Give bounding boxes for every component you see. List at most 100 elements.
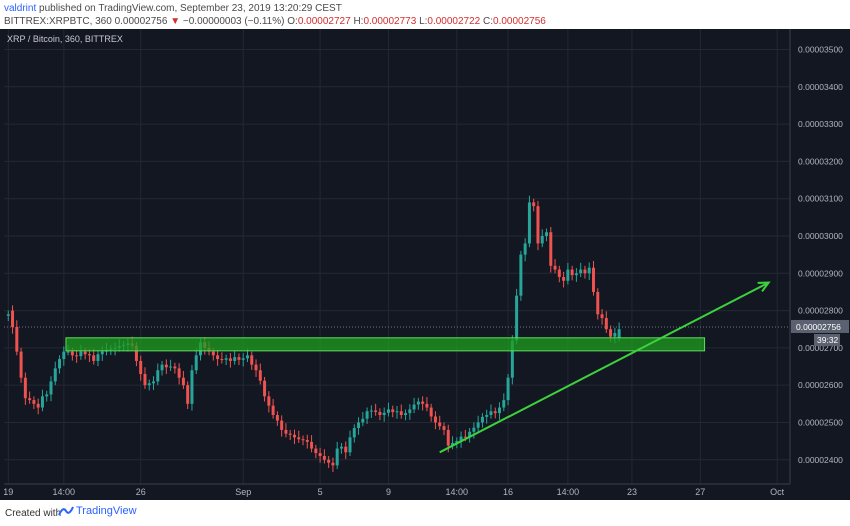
candle-body: [96, 354, 100, 361]
candle-body: [361, 418, 365, 423]
low-value: 0.00002722: [427, 16, 481, 27]
candle-body: [152, 381, 156, 384]
candle-body: [515, 295, 519, 341]
candle-body: [476, 422, 480, 428]
candle-body: [433, 416, 437, 423]
candle-body: [416, 401, 420, 405]
trendline-arrowhead: [757, 281, 771, 293]
candle-body: [254, 364, 258, 371]
candle-body: [177, 368, 181, 378]
candle-body: [79, 351, 83, 357]
candle-body: [357, 422, 361, 429]
countdown-tag: [814, 333, 840, 346]
candle-body: [442, 426, 446, 430]
resistance-zone: [65, 337, 706, 352]
candle-body: [344, 446, 348, 453]
low-label: L:: [419, 16, 428, 27]
candle-body: [536, 206, 540, 244]
price-tick-label: 0.00003500: [798, 45, 843, 55]
candle-body: [216, 355, 220, 360]
candle-body: [245, 355, 249, 359]
chart-panel[interactable]: XRP / Bitcoin, 360, BITTREX 0.00003500 0.…: [0, 29, 850, 500]
candle-body: [318, 453, 322, 457]
candle-body: [327, 459, 331, 463]
candle-body: [280, 420, 284, 430]
candle-body: [463, 436, 467, 438]
candlestick-chart[interactable]: 0.00003500 0.00003400 0.00003300 0.00003200…: [0, 29, 850, 500]
candle-body: [386, 409, 390, 413]
candle-body: [164, 364, 168, 368]
tradingview-brand[interactable]: TradingView: [58, 505, 137, 517]
candle-body: [574, 273, 578, 276]
candle-body: [545, 232, 549, 236]
candle-body: [468, 431, 472, 438]
author-link[interactable]: valdrint: [4, 3, 37, 14]
candle-body: [284, 429, 288, 434]
footer: Created with TradingView: [0, 500, 850, 526]
candle-body: [412, 404, 416, 410]
brand-name: TradingView: [76, 505, 137, 517]
candle-body: [263, 380, 267, 397]
support-trendline: [439, 281, 770, 454]
candle-body: [224, 358, 228, 360]
candle-body: [557, 269, 561, 278]
candle-body: [519, 254, 523, 296]
publish-line: valdrint published on TradingView.com, S…: [4, 3, 342, 14]
candle-body: [297, 437, 301, 440]
price-tick-label: 0.00003100: [798, 194, 843, 204]
candle-body: [28, 398, 32, 401]
candle-body: [378, 412, 382, 416]
published-text: published on TradingView.com, September …: [39, 3, 342, 14]
candle-body: [156, 370, 160, 382]
time-tick-label: 26: [136, 487, 146, 497]
candle-body: [404, 413, 408, 416]
candle-body: [15, 326, 19, 352]
time-tick-label: 19: [3, 487, 13, 497]
candle-body: [147, 383, 151, 386]
candle-body: [275, 415, 279, 421]
time-tick-label: 5: [318, 487, 323, 497]
candle-body: [510, 340, 514, 378]
candle-body: [211, 351, 215, 356]
candle-body: [134, 345, 138, 361]
candle-body: [609, 329, 613, 337]
created-with-text: Created with: [5, 508, 62, 519]
candle-body: [425, 403, 429, 408]
candle-body: [613, 332, 617, 337]
candle-body: [83, 351, 87, 355]
candle-body: [194, 355, 198, 371]
candle-body: [352, 428, 356, 438]
candle-body: [485, 415, 489, 417]
high-value: 0.00002773: [363, 16, 417, 27]
candle-body: [288, 433, 292, 435]
candle-body: [399, 411, 403, 416]
candle-body: [58, 359, 62, 369]
candle-body: [70, 351, 74, 356]
time-tick-label: 14:00: [557, 487, 580, 497]
candle-body: [391, 409, 395, 413]
price-change: −0.00000003 (−0.11%): [182, 16, 285, 27]
candle-body: [322, 456, 326, 460]
candle-body: [421, 401, 425, 404]
candle-body: [540, 235, 544, 244]
candle-body: [220, 359, 224, 361]
tradingview-logo-icon: [58, 506, 74, 516]
candle-body: [617, 329, 621, 338]
candle-body: [480, 416, 484, 423]
candle-body: [365, 411, 369, 419]
candle-body: [292, 434, 296, 438]
candle-body: [562, 277, 566, 281]
candle-body: [348, 437, 352, 453]
candle-body: [339, 446, 343, 449]
chart-legend: XRP / Bitcoin, 360, BITTREX: [7, 34, 123, 44]
candle-body: [455, 441, 459, 443]
candle-body: [583, 269, 587, 274]
candle-body: [579, 269, 583, 274]
last-price: 0.00002756: [114, 16, 168, 27]
candle-body: [429, 407, 433, 417]
candle-body: [49, 381, 53, 395]
candle-body: [472, 427, 476, 432]
candle-body: [92, 355, 96, 361]
last-price-tag: [791, 319, 849, 333]
candle-body: [502, 400, 506, 408]
